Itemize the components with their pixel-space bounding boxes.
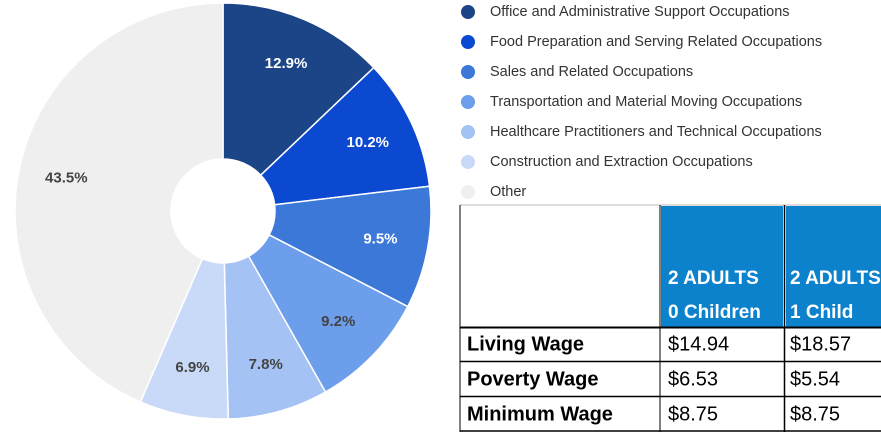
cell: $5.54 xyxy=(790,368,840,390)
legend-marker xyxy=(461,155,475,169)
slice-label: 7.8% xyxy=(249,356,283,373)
legend-label: Healthcare Practitioners and Technical O… xyxy=(490,124,822,140)
slice xyxy=(14,2,224,403)
header-cell xyxy=(661,206,783,327)
column-header: 0 Children xyxy=(668,302,761,323)
legend-marker xyxy=(461,35,475,49)
legend-marker xyxy=(461,185,475,199)
column-header: 1 Child xyxy=(790,302,853,323)
cell: $8.75 xyxy=(668,403,718,425)
legend-label: Food Preparation and Serving Related Occ… xyxy=(490,34,822,50)
row-label: Poverty Wage xyxy=(467,368,599,390)
slice xyxy=(268,185,432,308)
wage-table: 2 ADULTS 0 Children 2 ADULTS 1 Child Living … xyxy=(459,204,881,432)
header-cell xyxy=(786,206,881,327)
slice-label: 9.5% xyxy=(363,230,397,247)
donut-chart: 12.9% 10.2% 9.5% 9.2% 7.8% 6.9% 43.5% xyxy=(14,2,432,420)
legend-marker xyxy=(461,5,475,19)
slice xyxy=(222,2,375,177)
legend-label: Office and Administrative Support Occupa… xyxy=(490,4,790,20)
cell: $6.53 xyxy=(668,368,718,390)
slice-label: 10.2% xyxy=(346,134,389,151)
column-header: 2 ADULTS xyxy=(790,268,881,289)
cell: $14.94 xyxy=(668,333,729,355)
slice-label: 6.9% xyxy=(175,359,209,376)
cell: $8.75 xyxy=(790,403,840,425)
legend-label: Sales and Related Occupations xyxy=(490,64,693,80)
legend-marker xyxy=(461,125,475,139)
slice xyxy=(259,66,431,206)
slice-label: 9.2% xyxy=(321,313,355,330)
row-label: Minimum Wage xyxy=(467,403,613,425)
slice-label: 12.9% xyxy=(265,55,308,72)
legend-label: Other xyxy=(490,184,526,200)
legend-label: Transportation and Material Moving Occup… xyxy=(490,94,802,110)
cell: $18.57 xyxy=(790,333,851,355)
legend: Office and Administrative Support Occupa… xyxy=(461,4,822,200)
legend-label: Construction and Extraction Occupations xyxy=(490,154,753,170)
slice xyxy=(247,233,409,394)
slice-label: 43.5% xyxy=(45,170,88,187)
column-header: 2 ADULTS xyxy=(668,268,759,289)
legend-marker xyxy=(461,95,475,109)
row-label: Living Wage xyxy=(467,333,584,355)
legend-marker xyxy=(461,65,475,79)
